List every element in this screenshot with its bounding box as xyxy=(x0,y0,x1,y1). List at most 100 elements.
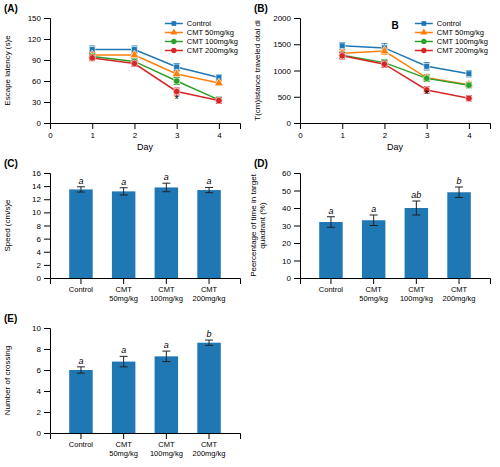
legend-label: Control xyxy=(187,19,212,28)
point xyxy=(380,46,389,54)
tick-label: CMT100mg/kg xyxy=(150,440,183,457)
annotation: a xyxy=(207,176,212,186)
tick-label: 14 xyxy=(32,182,41,191)
point xyxy=(381,61,388,68)
tick: 1 xyxy=(90,123,95,140)
x-axis: ControlCMT50mg/kgCMT100mg/kgCMT200mg/kg xyxy=(301,278,491,303)
annotation: * xyxy=(175,93,180,105)
tick-mark xyxy=(469,123,470,129)
tick-label: CMT200mg/kg xyxy=(193,440,226,457)
tick-mark xyxy=(50,123,51,129)
tick-mark xyxy=(44,370,50,371)
error-bar xyxy=(162,351,170,362)
point xyxy=(216,97,223,104)
annotation: a xyxy=(164,172,169,182)
tick-label: 2 xyxy=(37,261,42,270)
tick-label: 10 xyxy=(32,208,41,217)
y-axis-title: Speed (cm/s)e xyxy=(3,199,12,252)
tick-mark xyxy=(44,239,50,240)
error-bar xyxy=(466,83,472,88)
y-axis-line xyxy=(44,19,51,124)
error-bar xyxy=(174,78,180,85)
y-axis-title: Escape latency (s)e xyxy=(3,35,12,106)
x-axis-title: Day xyxy=(387,142,404,152)
y-axis-line xyxy=(294,19,301,124)
point xyxy=(466,82,473,89)
legend-label: CMT 100mg/kg xyxy=(437,37,488,46)
tick-label: 500 xyxy=(278,93,292,102)
tick-label: CMT50mg/kg xyxy=(109,285,138,302)
tick-mark xyxy=(44,278,50,279)
tick-mark xyxy=(44,60,50,61)
legend-swatch xyxy=(172,21,177,26)
legend-label: CMT 50mg/kg xyxy=(437,28,484,37)
tick: 20 xyxy=(282,239,300,248)
tick-label: 50 xyxy=(282,187,291,196)
tick-mark xyxy=(44,173,50,174)
legend-swatch xyxy=(421,39,426,44)
bar xyxy=(155,356,178,433)
tick: 8 xyxy=(37,345,50,354)
tick-mark xyxy=(342,123,343,129)
tick-label: 90 xyxy=(32,56,41,65)
tick-label: CMT200mg/kg xyxy=(443,285,476,302)
tick: 4 xyxy=(37,248,50,257)
tick-mark xyxy=(44,186,50,187)
tick: 30 xyxy=(282,222,300,231)
tick: CMT100mg/kg xyxy=(400,278,433,303)
annotation: a xyxy=(328,206,333,216)
error-bar xyxy=(216,98,222,104)
tick-label: 4 xyxy=(37,387,42,396)
x-axis-line xyxy=(301,279,491,285)
point xyxy=(89,55,96,62)
point xyxy=(173,78,180,85)
tick: 14 xyxy=(32,182,50,191)
tick: 0 xyxy=(48,123,53,140)
tick: Control xyxy=(69,278,94,294)
y-axis: 0306090120150 xyxy=(28,14,51,128)
tick-mark xyxy=(44,18,50,19)
tick-label: CMT200mg/kg xyxy=(193,285,226,302)
tick-mark xyxy=(44,226,50,227)
y-axis: 0102030405060 xyxy=(282,169,300,283)
tick-mark xyxy=(44,265,50,266)
tick-mark xyxy=(134,123,135,129)
y-axis: 0246810 xyxy=(32,324,50,438)
y-axis-title: T(cm)istance traveled otal di xyxy=(253,20,262,121)
tick-label: 4 xyxy=(467,131,472,140)
tick: 4 xyxy=(37,387,50,396)
tick: CMT100mg/kg xyxy=(150,278,183,303)
point xyxy=(172,69,181,77)
tick-mark xyxy=(166,433,167,439)
tick: Control xyxy=(69,433,94,449)
tick: 2 xyxy=(383,123,388,140)
error-bar xyxy=(205,187,213,192)
tick-mark xyxy=(123,278,124,284)
tick-label: 1000 xyxy=(273,67,291,76)
legend-swatch xyxy=(171,39,176,44)
bar xyxy=(197,190,220,278)
tick: 3 xyxy=(425,123,430,140)
tick-label: 8 xyxy=(37,222,42,231)
tick-label: 6 xyxy=(37,235,42,244)
tick-label: CMT50mg/kg xyxy=(359,285,388,302)
tick-label: 60 xyxy=(32,77,41,86)
tick-mark xyxy=(294,18,300,19)
tick: 0 xyxy=(298,123,303,140)
tick-mark xyxy=(44,412,50,413)
tick-label: 120 xyxy=(28,35,42,44)
tick-mark xyxy=(219,123,220,129)
x-axis-title: Day xyxy=(137,142,154,152)
tick: 120 xyxy=(28,35,50,44)
legend-label: CMT 200mg/kg xyxy=(437,46,488,55)
tick-mark xyxy=(166,278,167,284)
tick: 2000 xyxy=(273,14,300,23)
error-bar xyxy=(339,52,345,58)
point xyxy=(339,52,346,59)
tick-label: 2 xyxy=(383,131,388,140)
title: (C) xyxy=(4,158,18,169)
x-axis: ControlCMT50mg/kgCMT100mg/kgCMT200mg/kg xyxy=(51,433,241,458)
tick: 0 xyxy=(287,119,300,128)
tick-label: 1 xyxy=(90,131,95,140)
annotation: a xyxy=(121,345,126,355)
